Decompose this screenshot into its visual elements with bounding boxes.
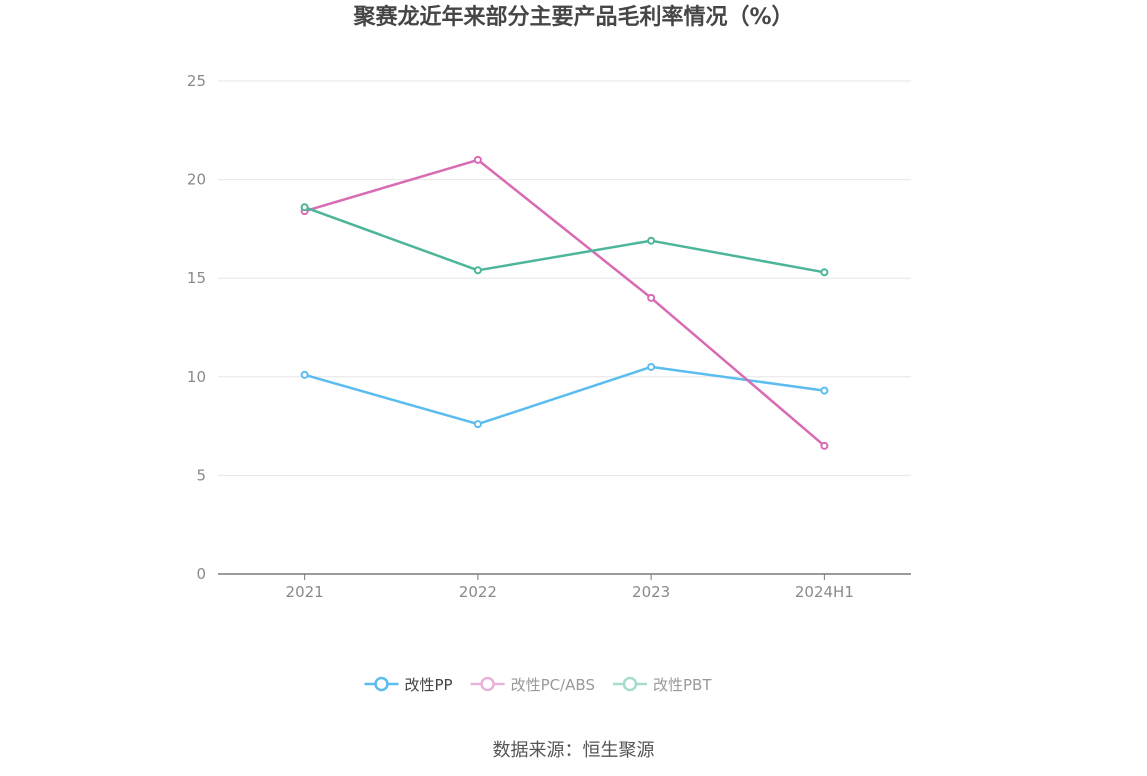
legend-label: 改性PC/ABS [511,676,595,694]
data-source: 数据来源：恒生聚源 [492,740,655,761]
x-tick-label: 2024H1 [795,583,854,601]
data-point[interactable] [473,266,482,275]
legend-marker [622,676,638,692]
x-axis: 2021 2022 2023 2024H1 [218,573,911,601]
series-line [304,206,825,274]
data-point[interactable] [820,441,829,450]
series-1 [300,155,829,450]
legend-item[interactable]: 改性PBT [612,676,712,694]
series-line [304,365,825,426]
y-tick-label: 5 [196,466,206,484]
y-tick-label: 10 [187,368,206,386]
series-group [300,155,829,450]
legend-item[interactable]: 改性PC/ABS [470,676,595,694]
data-point[interactable] [647,236,656,245]
legend-item[interactable]: 改性PP [364,676,453,694]
data-point[interactable] [473,420,482,429]
legend-marker [374,676,389,692]
series-line [304,158,826,447]
y-axis-ticks: 0 5 10 15 20 25 [187,72,206,583]
data-point[interactable] [647,362,656,371]
series-2 [300,203,829,277]
data-point[interactable] [820,268,829,277]
legend-marker [480,676,495,692]
series-0 [300,362,829,429]
x-tick-label: 2022 [459,583,497,601]
y-tick-label: 15 [187,269,206,287]
grid-lines [218,80,911,476]
chart-title: 聚赛龙近年来部分主要产品毛利率情况（%） [353,5,794,30]
y-tick-label: 0 [196,565,206,583]
legend-label: 改性PP [405,676,453,694]
legend-label: 改性PBT [653,676,712,694]
x-tick-label: 2023 [632,583,670,601]
data-point[interactable] [473,155,482,164]
y-tick-label: 20 [187,171,206,189]
data-point[interactable] [300,370,309,379]
data-point[interactable] [647,293,656,302]
data-point[interactable] [300,203,309,212]
x-tick-label: 2021 [286,583,324,601]
y-tick-label: 25 [187,72,206,90]
data-point[interactable] [820,386,829,395]
legend[interactable]: 改性PP 改性PC/ABS 改性PBT [364,676,713,694]
